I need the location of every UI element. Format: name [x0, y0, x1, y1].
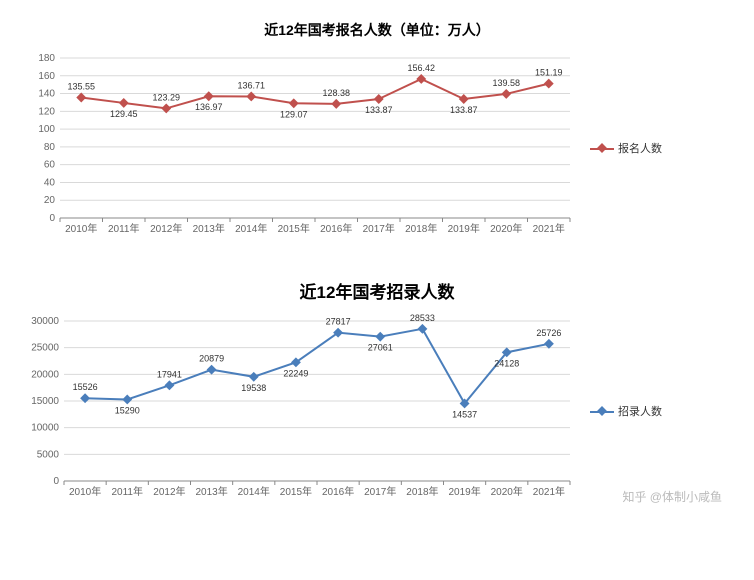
- svg-text:15290: 15290: [115, 405, 140, 415]
- chart2-legend: 招录人数: [590, 311, 662, 511]
- svg-text:2019年: 2019年: [448, 222, 480, 235]
- svg-text:10000: 10000: [31, 423, 59, 434]
- svg-text:139.58: 139.58: [492, 78, 520, 88]
- svg-text:30000: 30000: [31, 316, 59, 327]
- chart1-body: 0 20 40 60 80 100 120 140 160 180 2010年 2011年 2012年 2…: [20, 48, 734, 248]
- svg-text:2014年: 2014年: [238, 485, 270, 498]
- svg-text:20879: 20879: [199, 354, 224, 364]
- svg-text:100: 100: [38, 124, 55, 135]
- chart2-legend-label: 招录人数: [618, 403, 662, 419]
- svg-text:136.71: 136.71: [237, 80, 265, 90]
- svg-text:2017年: 2017年: [364, 485, 396, 498]
- svg-text:19538: 19538: [241, 383, 266, 393]
- svg-text:180: 180: [38, 53, 55, 64]
- svg-text:25000: 25000: [31, 343, 59, 354]
- chart1-legend-label: 报名人数: [618, 140, 662, 156]
- chart1-title: 近12年国考报名人数（单位：万人）: [20, 20, 734, 40]
- svg-text:15526: 15526: [73, 382, 98, 392]
- svg-text:20: 20: [44, 195, 56, 206]
- svg-text:2015年: 2015年: [280, 485, 312, 498]
- svg-text:2012年: 2012年: [150, 222, 182, 235]
- svg-text:2011年: 2011年: [111, 485, 143, 498]
- svg-text:2012年: 2012年: [153, 485, 185, 498]
- svg-text:128.38: 128.38: [322, 88, 350, 98]
- svg-text:22249: 22249: [283, 368, 308, 378]
- svg-text:0: 0: [49, 213, 55, 224]
- svg-text:60: 60: [44, 160, 56, 171]
- svg-text:135.55: 135.55: [67, 82, 95, 92]
- svg-text:120: 120: [38, 106, 55, 117]
- chart2-body: 0 5000 10000 15000 20000 25000 30000 2010年 2011年…: [20, 311, 734, 511]
- svg-text:160: 160: [38, 71, 55, 82]
- svg-text:133.87: 133.87: [450, 105, 478, 115]
- svg-text:0: 0: [53, 476, 59, 487]
- svg-text:2017年: 2017年: [363, 222, 395, 235]
- svg-text:129.07: 129.07: [280, 109, 308, 119]
- chart2-svg: 0 5000 10000 15000 20000 25000 30000 2010年 2011年…: [20, 311, 580, 511]
- chart2-area: 0 5000 10000 15000 20000 25000 30000 2010年 2011年…: [20, 311, 580, 511]
- svg-text:2020年: 2020年: [491, 485, 523, 498]
- svg-text:2018年: 2018年: [406, 485, 438, 498]
- chart1-area: 0 20 40 60 80 100 120 140 160 180 2010年 2011年 2012年 2…: [20, 48, 580, 248]
- svg-text:2016年: 2016年: [322, 485, 354, 498]
- svg-text:2015年: 2015年: [278, 222, 310, 235]
- svg-text:40: 40: [44, 177, 56, 188]
- svg-text:2010年: 2010年: [69, 485, 101, 498]
- svg-text:2021年: 2021年: [533, 485, 565, 498]
- svg-text:140: 140: [38, 89, 55, 100]
- svg-text:20000: 20000: [31, 369, 59, 380]
- svg-text:2019年: 2019年: [448, 485, 480, 498]
- svg-text:133.87: 133.87: [365, 105, 393, 115]
- svg-text:28533: 28533: [410, 313, 435, 323]
- svg-text:2014年: 2014年: [235, 222, 267, 235]
- chart-recruits: 近12年国考招录人数 0 5000 10000 15000 20000 25000 3000…: [20, 278, 734, 511]
- svg-text:2013年: 2013年: [193, 222, 225, 235]
- svg-text:129.45: 129.45: [110, 109, 138, 119]
- svg-text:123.29: 123.29: [152, 92, 180, 102]
- svg-text:17941: 17941: [157, 369, 182, 379]
- svg-text:136.97: 136.97: [195, 102, 223, 112]
- svg-text:25726: 25726: [536, 328, 561, 338]
- svg-text:14537: 14537: [452, 409, 477, 419]
- svg-text:5000: 5000: [37, 449, 60, 460]
- svg-text:2020年: 2020年: [490, 222, 522, 235]
- chart1-legend: 报名人数: [590, 48, 662, 248]
- svg-text:80: 80: [44, 142, 56, 153]
- svg-text:2018年: 2018年: [405, 222, 437, 235]
- svg-text:27817: 27817: [326, 317, 351, 327]
- chart2-title: 近12年国考招录人数: [20, 278, 734, 303]
- svg-text:15000: 15000: [31, 396, 59, 407]
- svg-text:2021年: 2021年: [533, 222, 565, 235]
- svg-text:2016年: 2016年: [320, 222, 352, 235]
- svg-text:27061: 27061: [368, 343, 393, 353]
- svg-text:151.19: 151.19: [535, 68, 563, 78]
- chart-applicants: 近12年国考报名人数（单位：万人） 0 20 40 60 80 100 120 140 160 1…: [20, 20, 734, 248]
- svg-text:156.42: 156.42: [407, 63, 435, 73]
- svg-text:2010年: 2010年: [65, 222, 97, 235]
- svg-text:2011年: 2011年: [108, 222, 140, 235]
- svg-text:24128: 24128: [494, 358, 519, 368]
- svg-text:2013年: 2013年: [195, 485, 227, 498]
- chart1-svg: 0 20 40 60 80 100 120 140 160 180 2010年 2011年 2012年 2…: [20, 48, 580, 248]
